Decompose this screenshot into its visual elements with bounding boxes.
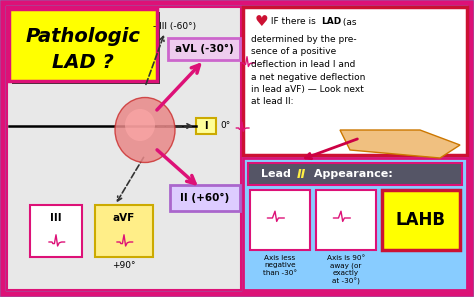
- FancyBboxPatch shape: [170, 185, 240, 211]
- Text: aVL (-30°): aVL (-30°): [174, 44, 233, 54]
- FancyBboxPatch shape: [12, 12, 160, 84]
- Text: aVF: aVF: [113, 213, 135, 223]
- Text: +90°: +90°: [112, 260, 136, 269]
- Text: II (+60°): II (+60°): [181, 193, 229, 203]
- FancyBboxPatch shape: [9, 9, 157, 81]
- Text: II: II: [297, 168, 306, 181]
- FancyBboxPatch shape: [250, 190, 310, 250]
- Polygon shape: [340, 130, 460, 158]
- FancyBboxPatch shape: [196, 118, 216, 134]
- Text: I: I: [204, 121, 208, 131]
- Text: Pathologic: Pathologic: [26, 26, 140, 45]
- Text: LAHB: LAHB: [396, 211, 446, 229]
- Text: Lead: Lead: [261, 169, 295, 179]
- Text: - III (-60°): - III (-60°): [154, 23, 197, 31]
- Text: LAD ?: LAD ?: [52, 53, 114, 72]
- Text: IF there is: IF there is: [268, 18, 319, 26]
- Ellipse shape: [125, 109, 155, 141]
- FancyBboxPatch shape: [168, 38, 240, 60]
- FancyBboxPatch shape: [248, 163, 462, 185]
- FancyBboxPatch shape: [382, 190, 460, 250]
- Text: Axis is 90°
away (or
exactly
at -30°): Axis is 90° away (or exactly at -30°): [327, 255, 365, 285]
- Text: (as: (as: [340, 18, 356, 26]
- Text: Axis less
negative
than -30°: Axis less negative than -30°: [263, 255, 297, 276]
- Text: determined by the pre-
sence of a positive
deflection in lead I and
a net negati: determined by the pre- sence of a positi…: [251, 35, 365, 107]
- Text: ♥: ♥: [255, 15, 269, 29]
- Ellipse shape: [115, 97, 175, 162]
- FancyBboxPatch shape: [243, 158, 467, 290]
- Text: Appearance:: Appearance:: [310, 169, 393, 179]
- Text: 0°: 0°: [220, 121, 230, 130]
- FancyBboxPatch shape: [30, 205, 82, 257]
- FancyBboxPatch shape: [316, 190, 376, 250]
- Text: LAD: LAD: [321, 18, 341, 26]
- FancyBboxPatch shape: [7, 7, 241, 290]
- FancyBboxPatch shape: [95, 205, 153, 257]
- FancyBboxPatch shape: [3, 3, 471, 294]
- FancyBboxPatch shape: [243, 7, 467, 155]
- Text: III: III: [50, 213, 62, 223]
